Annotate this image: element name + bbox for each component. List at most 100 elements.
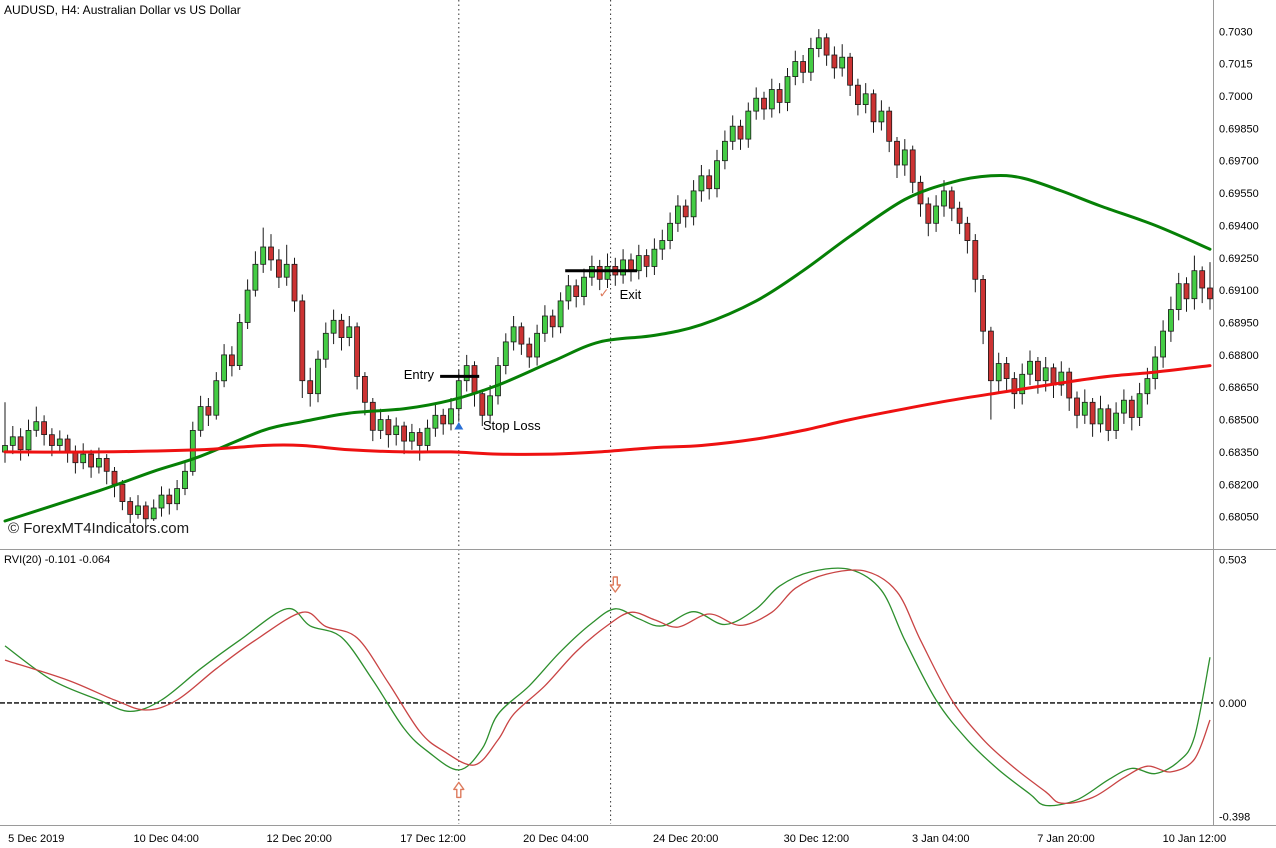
bear-candle (737, 125, 744, 140)
bull-candle (690, 190, 697, 218)
bear-candle (127, 501, 134, 515)
bear-candle (228, 354, 235, 367)
bear-candle (956, 207, 963, 224)
bull-candle (878, 110, 885, 123)
watermark: © ForexMT4Indicators.com (8, 520, 190, 537)
bull-candle (659, 240, 666, 250)
bull-candle (236, 322, 243, 366)
bear-candle (416, 432, 423, 446)
bear-candle (307, 380, 314, 395)
bull-candle (995, 363, 1002, 382)
bull-candle (213, 380, 220, 416)
bull-candle (56, 438, 63, 446)
price-axis-label: 0.68800 (1219, 350, 1259, 362)
bull-candle (565, 285, 572, 302)
bull-candle (1160, 330, 1166, 358)
bear-candle (706, 175, 713, 190)
bull-candle (1175, 283, 1182, 311)
price-axis-label: 0.68050 (1219, 512, 1259, 524)
time-axis-label: 7 Jan 20:00 (1037, 833, 1095, 845)
bear-candle (948, 190, 955, 209)
bull-candle (792, 61, 799, 78)
price-axis-label: 0.68500 (1219, 415, 1259, 427)
bear-candle (823, 37, 830, 56)
bull-candle (424, 427, 431, 446)
bear-candle (338, 319, 345, 338)
price-axis-label: 0.69700 (1219, 156, 1259, 168)
exit-label: Exit (619, 286, 642, 302)
time-axis-label: 10 Dec 04:00 (133, 833, 198, 845)
bear-candle (886, 110, 893, 142)
bear-candle (1011, 378, 1018, 395)
bear-candle (855, 84, 861, 105)
bear-candle (166, 494, 173, 505)
bull-candle (150, 507, 157, 520)
time-axis-label: 3 Jan 04:00 (912, 833, 970, 845)
bear-candle (1128, 399, 1135, 418)
bull-candle (933, 205, 939, 224)
bull-candle (174, 488, 181, 505)
bear-candle (119, 483, 126, 502)
bull-candle (722, 140, 728, 162)
price-axis-label: 0.69250 (1219, 253, 1259, 265)
bull-candle (635, 255, 642, 272)
price-axis-label: 0.7015 (1219, 59, 1253, 71)
bear-candle (682, 205, 689, 218)
bull-candle (1027, 360, 1033, 375)
bear-candle (17, 436, 24, 451)
bull-candle (675, 205, 681, 224)
bear-candle (1074, 397, 1080, 416)
price-axis-label: 0.68650 (1219, 382, 1259, 394)
bear-candle (870, 93, 877, 123)
bull-candle (808, 48, 814, 73)
bull-candle (221, 354, 228, 382)
bear-candle (440, 414, 447, 425)
bull-candle (1113, 412, 1119, 431)
bear-candle (1035, 360, 1041, 382)
price-axis-label: 0.69550 (1219, 188, 1259, 200)
bear-candle (549, 315, 556, 328)
bull-candle (534, 332, 540, 358)
bear-candle (142, 505, 149, 520)
bear-candle (268, 246, 274, 261)
bear-candle (369, 401, 376, 431)
bull-candle (1121, 399, 1127, 414)
rvi-axis-label: 0.000 (1219, 698, 1247, 710)
time-axis-label: 12 Dec 20:00 (266, 833, 331, 845)
bear-candle (111, 470, 118, 485)
rvi-axis-label: 0.503 (1219, 555, 1247, 567)
bull-candle (745, 110, 752, 140)
bull-candle (197, 406, 204, 431)
exit-check-icon: ✓ (599, 286, 610, 301)
bear-candle (299, 300, 306, 382)
bear-candle (643, 255, 650, 267)
bull-candle (604, 265, 611, 280)
bear-candle (596, 265, 603, 280)
bear-candle (831, 54, 838, 69)
rvi-axis-label: -0.398 (1219, 811, 1250, 823)
bull-candle (667, 222, 673, 242)
rvi-indicator-label: RVI(20) -0.101 -0.064 (4, 554, 111, 566)
time-axis-label: 10 Jan 12:00 (1163, 833, 1227, 845)
bear-candle (361, 375, 368, 403)
bull-candle (495, 365, 501, 397)
bull-candle (1081, 401, 1088, 416)
down-arrow-icon (609, 576, 621, 593)
bull-candle (784, 76, 791, 103)
up-arrow-icon (453, 781, 465, 799)
bull-candle (448, 408, 454, 425)
bear-candle (49, 434, 55, 446)
bull-candle (542, 315, 548, 334)
price-axis-label: 0.69400 (1219, 220, 1259, 232)
time-axis-label: 24 Dec 20:00 (653, 833, 718, 845)
price-axis-label: 0.7000 (1219, 91, 1253, 103)
stop-loss-label: Stop Loss (482, 418, 541, 434)
bull-candle (315, 358, 321, 395)
bull-candle (455, 380, 462, 410)
bull-candle (1191, 270, 1198, 300)
bear-candle (471, 365, 478, 395)
bull-candle (330, 319, 337, 334)
bull-candle (901, 149, 908, 166)
time-axis-label: 30 Dec 12:00 (784, 833, 849, 845)
